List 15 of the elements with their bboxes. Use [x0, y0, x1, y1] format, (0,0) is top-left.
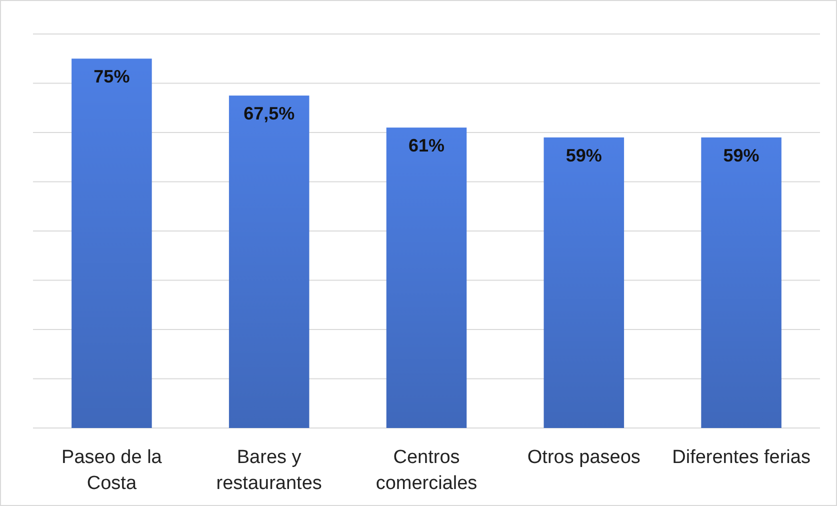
x-tick-label: Paseo de la Costa	[62, 447, 162, 494]
bar	[386, 128, 467, 428]
bar	[72, 58, 152, 428]
x-tick-label: Bares y restaurantes	[216, 447, 322, 494]
data-label: 59%	[566, 145, 602, 166]
data-label: 67,5%	[244, 104, 295, 124]
data-label: 75%	[94, 66, 130, 87]
data-label: 59%	[723, 145, 760, 166]
bar	[544, 137, 624, 428]
x-tick-label: Otros paseos	[527, 447, 640, 468]
x-tick-label: Centros comerciales	[376, 447, 478, 494]
bar	[701, 137, 782, 428]
bar	[228, 96, 310, 428]
x-tick-label: Diferentes ferias	[672, 447, 810, 468]
data-label: 61%	[408, 136, 445, 156]
